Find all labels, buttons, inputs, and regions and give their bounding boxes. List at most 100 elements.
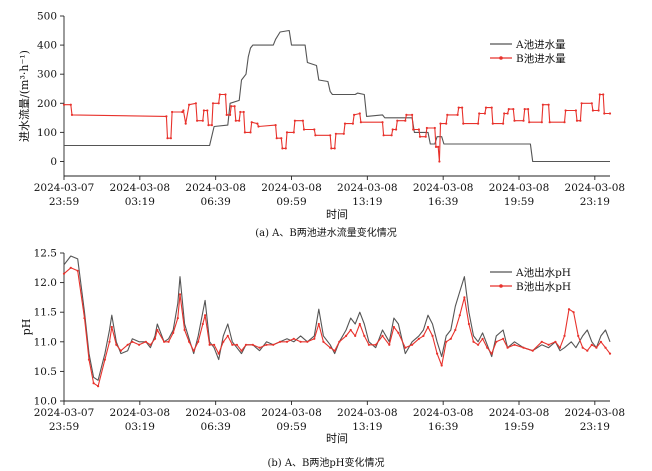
y-tick-label: 400	[37, 40, 57, 52]
x-tick-label-time: 13:19	[352, 196, 382, 208]
data-point	[541, 103, 545, 106]
data-point	[462, 122, 465, 125]
data-point	[563, 334, 566, 337]
x-tick-label-date: 2024-03-08	[565, 182, 626, 194]
data-point	[405, 113, 408, 116]
data-point	[467, 322, 470, 326]
data-point	[163, 340, 166, 343]
data-point	[458, 314, 461, 317]
x-tick-label-time: 19:59	[504, 421, 534, 433]
data-point	[329, 346, 332, 349]
data-point	[577, 334, 580, 337]
data-point	[522, 346, 525, 349]
data-point	[358, 322, 361, 326]
y-tick-label: 12.0	[34, 277, 57, 289]
data-point	[322, 340, 325, 343]
data-point	[478, 112, 481, 115]
data-point	[229, 113, 232, 116]
x-tick-label-date: 2024-03-07	[34, 407, 95, 419]
data-point	[182, 109, 185, 112]
data-point	[564, 109, 567, 112]
data-point	[472, 340, 475, 343]
data-point	[523, 108, 526, 111]
x-tick-label-date: 2024-03-08	[489, 182, 550, 194]
data-point	[563, 121, 566, 124]
data-point	[391, 128, 394, 131]
x-axis-label: 时间	[326, 432, 348, 445]
data-point	[512, 108, 515, 111]
data-point	[580, 102, 583, 105]
data-point	[579, 119, 582, 122]
data-point	[126, 343, 129, 346]
x-tick-label-date: 2024-03-08	[337, 182, 398, 194]
data-point	[302, 128, 306, 131]
data-point	[608, 352, 612, 355]
data-point	[218, 93, 221, 96]
data-point	[166, 137, 169, 140]
x-tick-label-date: 2024-03-08	[413, 407, 474, 419]
data-point	[445, 340, 448, 343]
data-point	[463, 296, 466, 299]
data-point	[62, 103, 66, 106]
data-point	[558, 346, 562, 349]
data-point	[351, 122, 354, 125]
ph-chart: 10.0 10.5 11.0 11.5 12.0 12.5 2024-03-07 23:59 2…	[20, 248, 625, 470]
x-tick-label-date: 2024-03-08	[565, 407, 626, 419]
data-point	[285, 340, 289, 343]
data-point	[446, 113, 449, 116]
data-point	[507, 108, 510, 111]
data-point	[76, 269, 79, 272]
data-point	[235, 343, 238, 346]
data-point	[176, 317, 179, 320]
data-point	[548, 121, 551, 124]
data-point	[333, 349, 336, 352]
data-point	[349, 328, 352, 332]
data-point	[513, 119, 516, 122]
data-point	[206, 109, 209, 112]
data-point	[434, 145, 438, 148]
data-point	[192, 349, 195, 352]
data-point	[153, 337, 157, 340]
x-axis-label: 时间	[326, 208, 348, 221]
data-point	[540, 121, 543, 124]
chart-caption: (a) A、B两池进水流量变化情况	[255, 226, 397, 239]
data-point	[201, 322, 204, 326]
data-point	[431, 334, 434, 337]
data-point	[572, 311, 575, 314]
data-point	[110, 325, 113, 329]
data-point	[222, 340, 225, 343]
y-tick-label: 10.5	[34, 366, 57, 378]
x-tick-label-date: 2024-03-08	[489, 407, 550, 419]
data-point	[522, 119, 525, 122]
data-point	[338, 340, 341, 343]
data-point	[418, 135, 422, 138]
x-tick-label-time: 09:59	[276, 421, 306, 433]
data-point	[486, 346, 489, 349]
series-b	[62, 93, 612, 163]
x-tick-label-time: 16:39	[428, 196, 458, 208]
data-point	[506, 112, 509, 115]
y-tick-label: 200	[37, 98, 57, 110]
data-point	[603, 112, 606, 115]
data-point	[306, 340, 309, 343]
data-point	[285, 131, 289, 134]
data-point	[528, 121, 531, 124]
data-point	[425, 126, 428, 130]
data-point	[591, 109, 595, 112]
x-tick-label-date: 2024-03-08	[110, 407, 171, 419]
data-point	[483, 112, 486, 115]
data-point	[313, 128, 316, 131]
data-point	[115, 343, 118, 346]
x-tick-label-time: 23:19	[580, 196, 610, 208]
data-point	[411, 343, 414, 346]
data-point	[131, 340, 134, 343]
y-tick-label: 300	[37, 69, 57, 81]
data-point	[438, 160, 441, 163]
x-tick-label-date: 2024-03-08	[337, 407, 398, 419]
data-point	[436, 352, 439, 355]
data-point	[490, 106, 493, 109]
data-point	[554, 340, 557, 343]
data-point	[342, 132, 345, 135]
